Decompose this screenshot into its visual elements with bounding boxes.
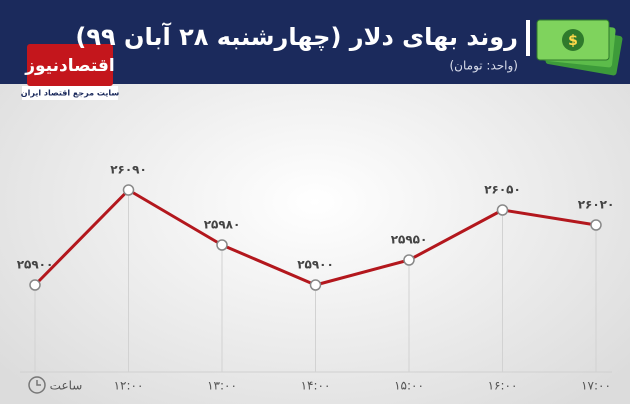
marker <box>309 279 322 291</box>
plot: ۱۲:۰۰ ۱۳:۰۰ ۱۴:۰۰ ۱۵:۰۰ ۱۶:۰۰ ۱۷:۰۰ ۲۵۹۰۰ ۲۶۰۹۰… <box>17 163 615 393</box>
value-label: ۲۵۹۰۰ <box>297 258 334 272</box>
logo-tag-box <box>22 86 118 100</box>
svg-text:$: $ <box>568 33 578 49</box>
logo-name: اقتصادنیوز <box>24 56 115 76</box>
marker <box>403 254 415 266</box>
chart-subtitle: (واحد: تومان) <box>449 59 518 74</box>
clock-hands <box>36 380 41 386</box>
value-label: ۲۵۹۸۰ <box>204 218 241 232</box>
value-label: ۲۵۹۰۰ <box>17 258 54 272</box>
marker <box>590 219 602 231</box>
money-icon: $ <box>536 19 623 76</box>
logo-box <box>27 44 113 86</box>
value-label: ۲۵۹۵۰ <box>391 233 428 247</box>
x-axis-label: ساعت <box>50 379 83 393</box>
value-label: ۲۶۰۹۰ <box>110 163 147 177</box>
x-tick-label: ۱۵:۰۰ <box>394 379 424 393</box>
marker <box>122 184 135 196</box>
clock-icon <box>28 376 46 394</box>
marker <box>29 279 41 291</box>
x-tick-label: ۱۲:۰۰ <box>114 379 144 393</box>
x-tick-label: ۱۷:۰۰ <box>581 379 611 393</box>
marker <box>216 239 228 251</box>
value-label: ۲۶۰۵۰ <box>484 183 521 197</box>
value-label: ۲۶۰۲۰ <box>578 198 615 212</box>
x-tick-label: ۱۳:۰۰ <box>207 379 237 393</box>
chart-title: روند بهای دلار (چهارشنبه ۲۸ آبان ۹۹) <box>75 22 518 51</box>
logo-tagline: سایت مرجع اقتصاد ایران <box>21 89 120 98</box>
x-tick-label: ۱۶:۰۰ <box>488 379 518 393</box>
x-tick-label: ۱۴:۰۰ <box>301 379 331 393</box>
title-bar <box>526 20 530 56</box>
marker <box>496 204 509 216</box>
